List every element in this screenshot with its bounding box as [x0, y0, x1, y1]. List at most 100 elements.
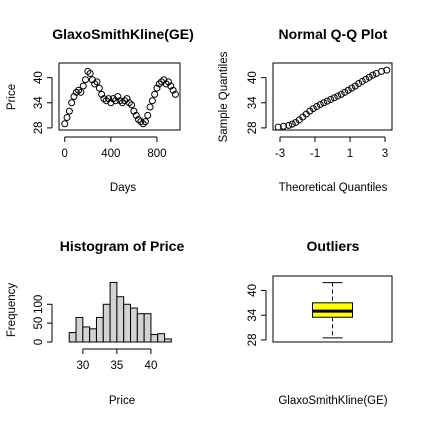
x-axis: -3 -1 1 3 [275, 136, 388, 160]
histogram-bar [164, 338, 172, 343]
data-point [75, 86, 83, 94]
x-tick-label: 30 [76, 360, 89, 372]
y-tick-label: 34 [247, 308, 259, 321]
histogram-bar [150, 333, 159, 343]
qq-point [330, 94, 338, 102]
data-point [77, 88, 85, 96]
data-point [65, 107, 73, 115]
x-tick-label: 3 [382, 148, 388, 160]
qq-point [334, 92, 342, 100]
x-tick-label: 35 [110, 360, 123, 372]
y-axis-label: Price [6, 84, 18, 110]
qq-point [378, 67, 385, 75]
series-marks [274, 66, 391, 131]
data-point [98, 90, 106, 98]
qq-point [327, 95, 335, 103]
data-point [111, 97, 119, 105]
data-point [93, 78, 101, 86]
data-point [86, 69, 94, 77]
data-point [123, 95, 131, 103]
data-point [135, 116, 143, 124]
qq-point [288, 120, 296, 128]
data-point [141, 118, 149, 126]
data-point [79, 82, 87, 90]
y-tick-label: 34 [247, 96, 259, 109]
y-tick-label: 28 [33, 122, 45, 135]
data-point [151, 90, 159, 98]
qq-point [341, 88, 349, 96]
data-point [114, 93, 122, 100]
y-tick-label: 34 [33, 96, 45, 109]
y-axis-label: Frequency [6, 283, 18, 338]
series-marks [61, 67, 179, 128]
y-axis: 28 34 40 [247, 284, 267, 347]
x-axis-label: Price [109, 395, 135, 407]
panel-title: GlaxoSmithKline(GE) [52, 26, 194, 42]
y-tick-label: 28 [247, 334, 259, 347]
data-point [164, 78, 172, 86]
histogram-bar [116, 296, 125, 343]
panel-title: Normal Q-Q Plot [279, 26, 388, 42]
y-tick-label: 0 [33, 339, 45, 345]
histogram-bars [68, 281, 172, 343]
x-axis-label: GlaxoSmithKline(GE) [278, 395, 387, 407]
data-point [144, 111, 152, 119]
x-tick-label: 40 [145, 360, 158, 372]
x-tick-label: -3 [275, 148, 285, 160]
data-point [132, 111, 140, 119]
data-point [95, 84, 103, 92]
qq-point [280, 122, 287, 130]
histogram-bar [68, 332, 77, 343]
boxplot-marks [312, 282, 353, 339]
panel-title: Histogram of Price [60, 238, 185, 254]
x-tick-label: 1 [347, 148, 353, 160]
histogram-bar [157, 333, 166, 343]
y-tick-label: 50 [33, 317, 45, 330]
data-point [148, 97, 156, 105]
data-point [167, 82, 175, 90]
data-point [63, 113, 71, 121]
data-point [72, 88, 80, 96]
x-tick-label: -1 [310, 148, 320, 160]
data-point [118, 99, 126, 107]
histogram-bar [123, 303, 132, 343]
data-point [130, 107, 138, 115]
plot-frame [272, 275, 393, 343]
data-point [70, 93, 78, 100]
qq-point [358, 77, 366, 85]
y-tick-label: 40 [247, 71, 259, 84]
boxplot-panel: Outliers GlaxoSmithKline(GE) 28 34 40 [247, 238, 393, 407]
plot-frame [272, 62, 393, 131]
qq-point [355, 80, 363, 88]
qq-point [383, 66, 391, 74]
data-point [146, 103, 154, 111]
x-axis-label: Theoretical Quantiles [279, 182, 388, 194]
qq-plot-panel: Normal Q-Q Plot Theoretical Quantiles Sa… [218, 26, 393, 194]
y-tick-label: 28 [247, 122, 259, 135]
histogram-bar [95, 316, 104, 343]
panel-title: Outliers [307, 238, 360, 254]
data-point [125, 99, 133, 107]
qq-point [313, 103, 321, 111]
histogram-bar [89, 328, 97, 343]
time-series-panel: GlaxoSmithKline(GE) Days Price 0 400 800 2… [6, 26, 194, 194]
y-tick-label: 40 [247, 284, 259, 297]
y-tick-label: 40 [33, 71, 45, 84]
data-point [171, 90, 179, 98]
qq-point [365, 73, 373, 81]
histogram-bar [136, 313, 145, 343]
data-point [100, 95, 108, 103]
x-tick-label: 800 [147, 148, 166, 160]
data-point [91, 80, 99, 88]
plot-frame [58, 62, 181, 131]
y-axis-label: Sample Quantiles [218, 51, 230, 142]
data-point [139, 120, 147, 128]
histogram-bar [102, 303, 111, 343]
data-point [128, 101, 136, 109]
qq-point [309, 105, 317, 113]
data-point [137, 118, 145, 126]
qq-point [344, 86, 352, 94]
data-point [61, 120, 69, 128]
qq-point [348, 84, 356, 92]
